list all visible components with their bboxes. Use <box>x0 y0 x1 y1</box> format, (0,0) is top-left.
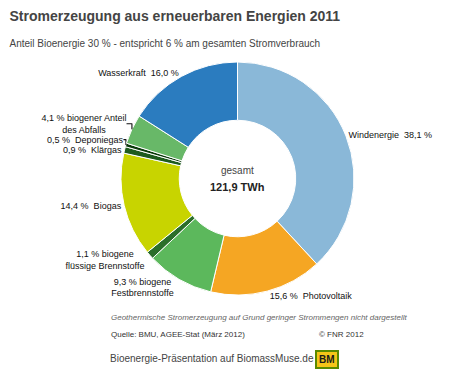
svg-text:1,1 % biogeneflüssige Brennsto: 1,1 % biogeneflüssige Brennstoffe <box>66 249 145 271</box>
svg-text:Bioenergie-Präsentation auf Bi: Bioenergie-Präsentation auf BiomassMuse.… <box>110 353 314 364</box>
svg-text:Geothermische Stromerzeugung a: Geothermische Stromerzeugung auf Grund g… <box>111 313 407 322</box>
svg-text:Windenergie 38,1 %: Windenergie 38,1 % <box>348 130 432 140</box>
svg-text:BM: BM <box>319 354 335 365</box>
svg-text:Quelle: BMU, AGEE-Stat (März 2: Quelle: BMU, AGEE-Stat (März 2012) <box>111 330 245 339</box>
svg-text:4,1 % biogener Anteildes Abfal: 4,1 % biogener Anteildes Abfalls <box>41 113 126 135</box>
svg-text:Stromerzeugung aus erneuerbare: Stromerzeugung aus erneuerbaren Energien… <box>9 8 340 24</box>
svg-text:0,5 % Deponiegas: 0,5 % Deponiegas <box>47 135 124 145</box>
svg-text:0,9 % Klärgas: 0,9 % Klärgas <box>63 145 122 155</box>
svg-text:Wasserkraft 16,0 %: Wasserkraft 16,0 % <box>98 68 179 78</box>
svg-text:14,4 % Biogas: 14,4 % Biogas <box>61 201 122 211</box>
svg-text:Anteil Bioenergie 30 % - entsp: Anteil Bioenergie 30 % - entspricht 6 % … <box>9 38 320 49</box>
svg-text:© FNR 2012: © FNR 2012 <box>319 330 364 339</box>
svg-text:9,3 % biogeneFestbrennstoffe: 9,3 % biogeneFestbrennstoffe <box>111 277 173 299</box>
svg-text:121,9 TWh: 121,9 TWh <box>210 181 265 193</box>
svg-text:gesamt: gesamt <box>221 165 254 176</box>
svg-text:15,6 % Photovoltaik: 15,6 % Photovoltaik <box>270 291 353 301</box>
